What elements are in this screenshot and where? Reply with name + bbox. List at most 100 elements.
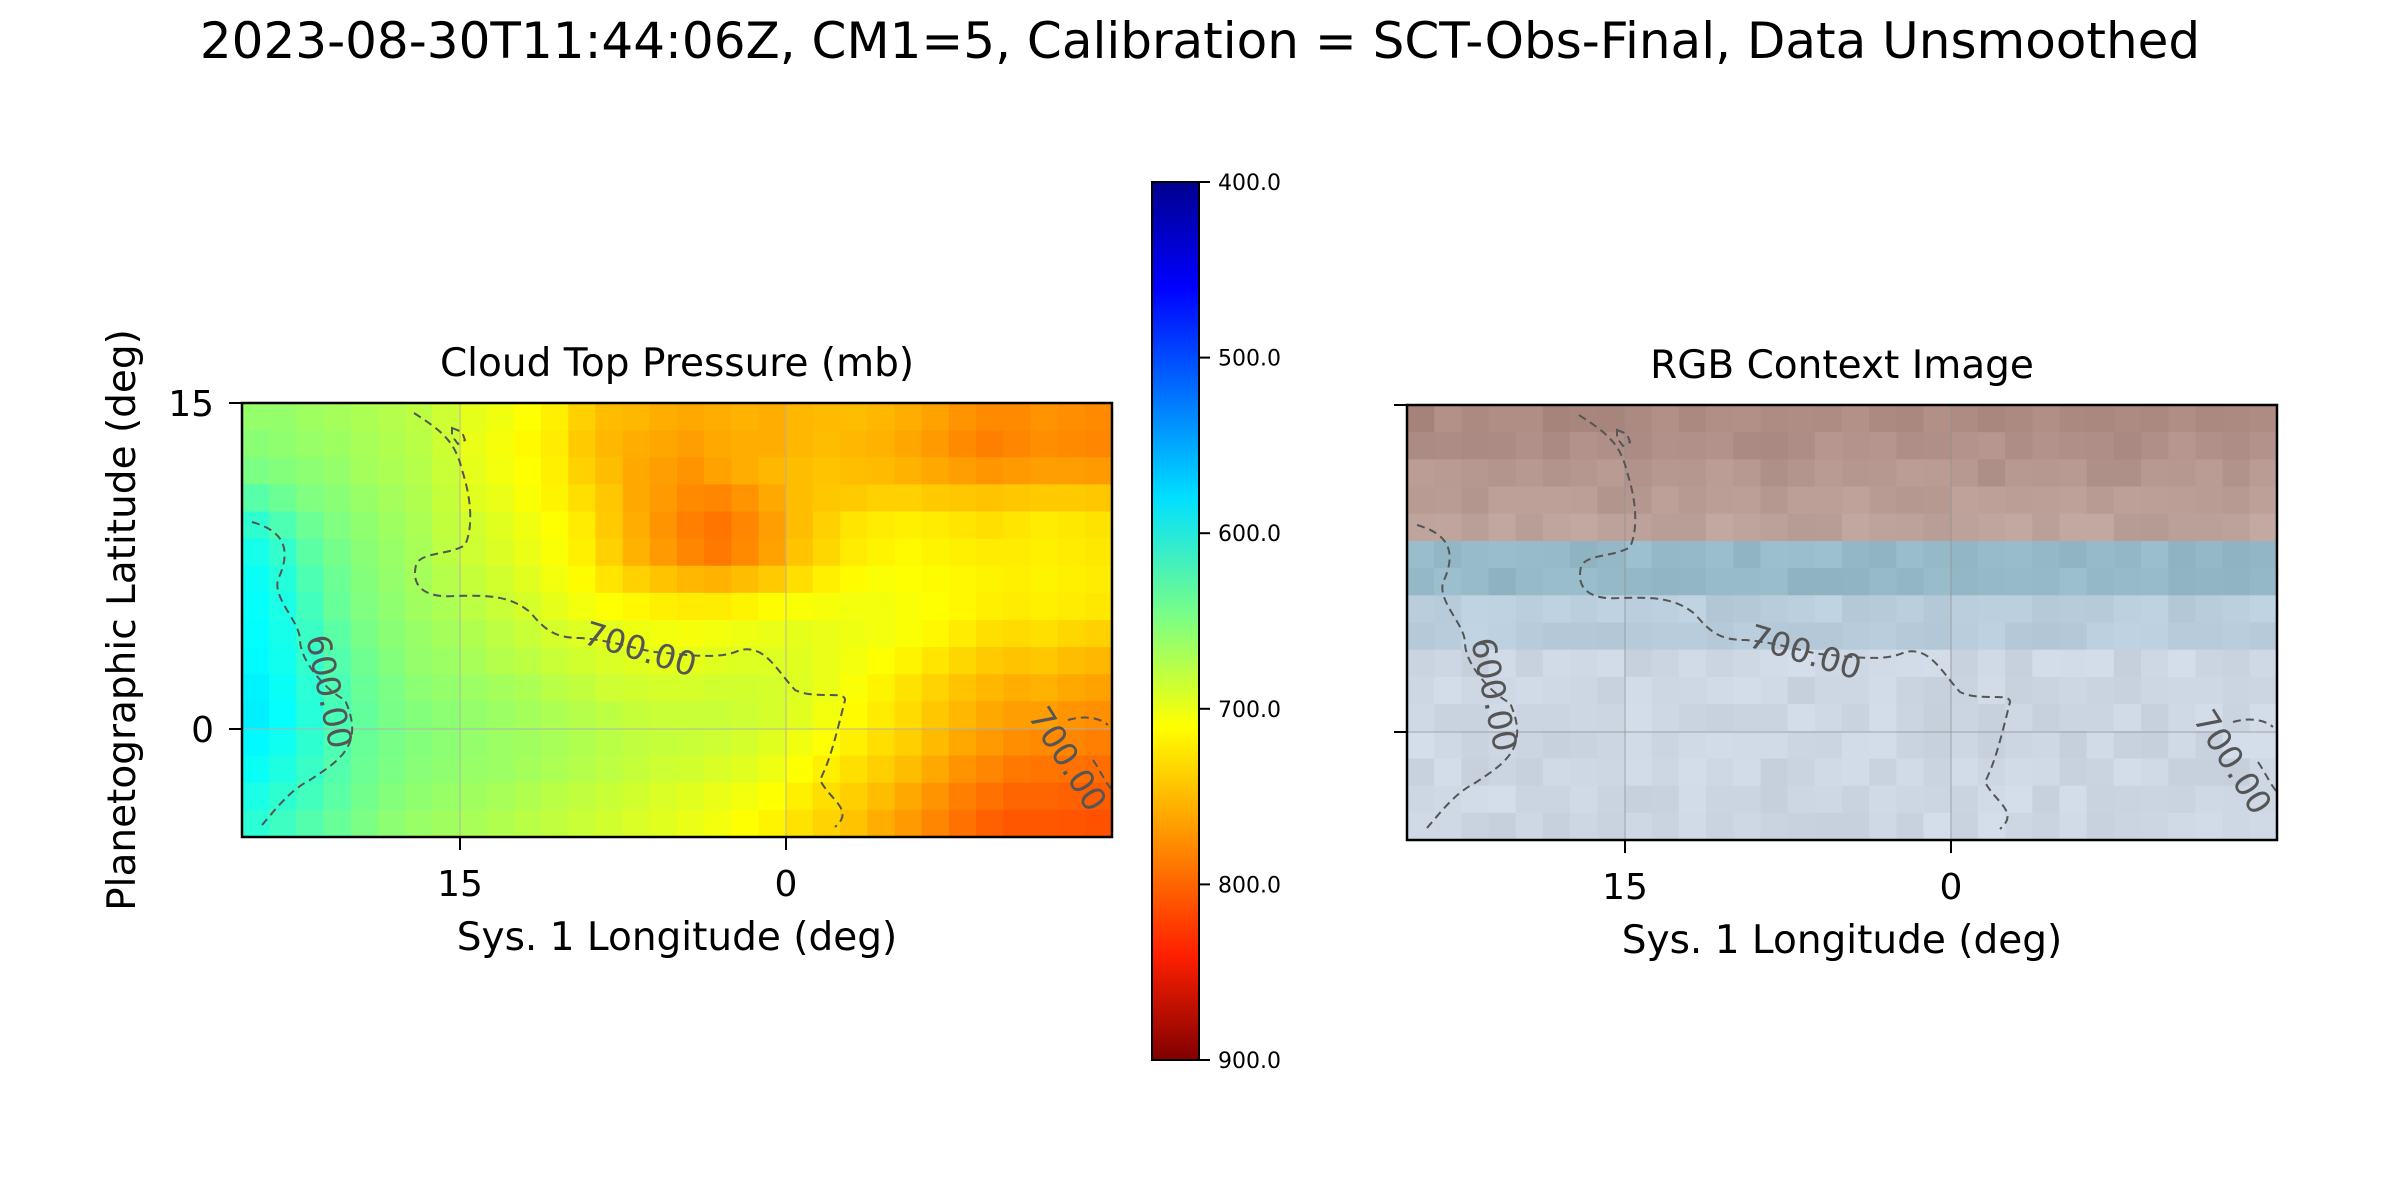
pressure-cell	[840, 511, 868, 540]
rgb-cell	[1515, 459, 1544, 488]
pressure-cell	[350, 620, 379, 648]
rgb-cell	[1760, 649, 1789, 678]
rgb-cell	[2249, 486, 2277, 515]
pressure-cell	[812, 565, 841, 594]
pressure-cell	[731, 403, 760, 431]
pressure-cell	[296, 809, 325, 837]
pressure-cell	[432, 511, 461, 540]
pressure-cell	[568, 674, 597, 702]
pressure-cell	[1084, 538, 1112, 567]
rgb-cell	[2141, 758, 2169, 787]
pressure-cell	[486, 565, 515, 594]
pressure-cell	[432, 457, 461, 485]
rgb-cell	[1597, 459, 1626, 488]
rgb-cell	[1706, 785, 1734, 814]
rgb-cell	[1407, 758, 1435, 787]
pressure-cell	[242, 647, 270, 675]
pressure-cell	[1057, 755, 1086, 784]
pressure-cell	[677, 782, 705, 811]
rgb-cell	[1515, 432, 1544, 460]
rgb-cell	[2032, 568, 2061, 596]
pressure-cell	[1084, 403, 1112, 431]
rgb-cell	[1760, 704, 1789, 732]
rgb-cell	[1542, 486, 1571, 515]
pressure-cell	[1057, 620, 1086, 648]
pressure-cell	[840, 782, 868, 811]
pressure-cell	[704, 620, 732, 648]
pressure-cell	[840, 457, 868, 485]
pressure-cell	[541, 592, 569, 621]
pressure-cell	[1003, 647, 1032, 675]
pressure-cell	[840, 538, 868, 567]
rgb-cell	[1733, 432, 1762, 460]
rgb-cell	[2086, 622, 2115, 651]
rgb-cell	[2249, 513, 2277, 542]
pressure-cell	[921, 511, 950, 540]
rgb-cell	[1869, 622, 1897, 651]
pressure-cell	[812, 620, 841, 648]
pressure-cell	[921, 592, 950, 621]
rgb-cell	[2249, 676, 2277, 705]
pressure-cell	[867, 430, 896, 458]
rgb-cell	[1760, 459, 1789, 488]
rgb-cell	[1950, 486, 1979, 515]
rgb-cell	[2168, 704, 2197, 732]
rgb-cell	[1706, 405, 1734, 433]
pressure-cell	[513, 782, 542, 811]
rgb-cell	[1651, 568, 1680, 596]
pressure-cell	[622, 592, 651, 621]
rgb-cell	[1733, 649, 1762, 678]
rgb-cell	[2113, 540, 2142, 569]
pressure-cell	[867, 511, 896, 540]
pressure-cell	[513, 565, 542, 594]
pressure-cell	[948, 484, 977, 513]
pressure-cell	[350, 674, 379, 702]
pressure-cell	[677, 592, 705, 621]
pressure-cell	[1057, 430, 1086, 458]
rgb-cell	[2113, 568, 2142, 596]
rgb-cell	[1461, 405, 1490, 433]
rgb-cell	[1407, 513, 1435, 542]
pressure-cell	[1030, 565, 1059, 594]
rgb-cell	[1407, 704, 1435, 732]
rgb-cell	[2195, 622, 2224, 651]
pressure-cell	[785, 755, 814, 784]
pressure-cell	[595, 782, 624, 811]
pressure-cell	[486, 511, 515, 540]
rgb-cell	[2195, 731, 2224, 760]
rgb-cell	[1651, 622, 1680, 651]
pressure-cell	[242, 484, 270, 513]
rgb-cell	[2141, 595, 2169, 624]
rgb-cell	[1678, 731, 1707, 760]
pressure-cell	[758, 565, 787, 594]
rgb-cell	[1461, 758, 1490, 787]
pressure-cell	[377, 592, 406, 621]
rgb-cell	[2195, 459, 2224, 488]
rgb-cell	[2086, 595, 2115, 624]
pressure-cell	[405, 674, 433, 702]
pressure-cell	[976, 484, 1004, 513]
pressure-cell	[812, 511, 841, 540]
rgb-cell	[2195, 568, 2224, 596]
rgb-cell	[2195, 486, 2224, 515]
rgb-cell	[2059, 540, 2088, 569]
pressure-cell	[785, 728, 814, 757]
rgb-cell	[2005, 812, 2033, 840]
rgb-cell	[1488, 758, 1517, 787]
rgb-cell	[1842, 595, 1870, 624]
left-xtick-15: 15	[437, 864, 483, 905]
rgb-cell	[1651, 649, 1680, 678]
rgb-cell	[1733, 486, 1762, 515]
pressure-cell	[649, 538, 678, 567]
pressure-cell	[269, 782, 297, 811]
rgb-cell	[2059, 405, 2088, 433]
rgb-cell	[1814, 622, 1843, 651]
rgb-cell	[1542, 459, 1571, 488]
rgb-cell	[1542, 568, 1571, 596]
rgb-cell	[2086, 785, 2115, 814]
pressure-cell	[785, 511, 814, 540]
rgb-cell	[2032, 785, 2061, 814]
rgb-cell	[2113, 785, 2142, 814]
pressure-cell	[840, 728, 868, 757]
pressure-cell	[296, 592, 325, 621]
